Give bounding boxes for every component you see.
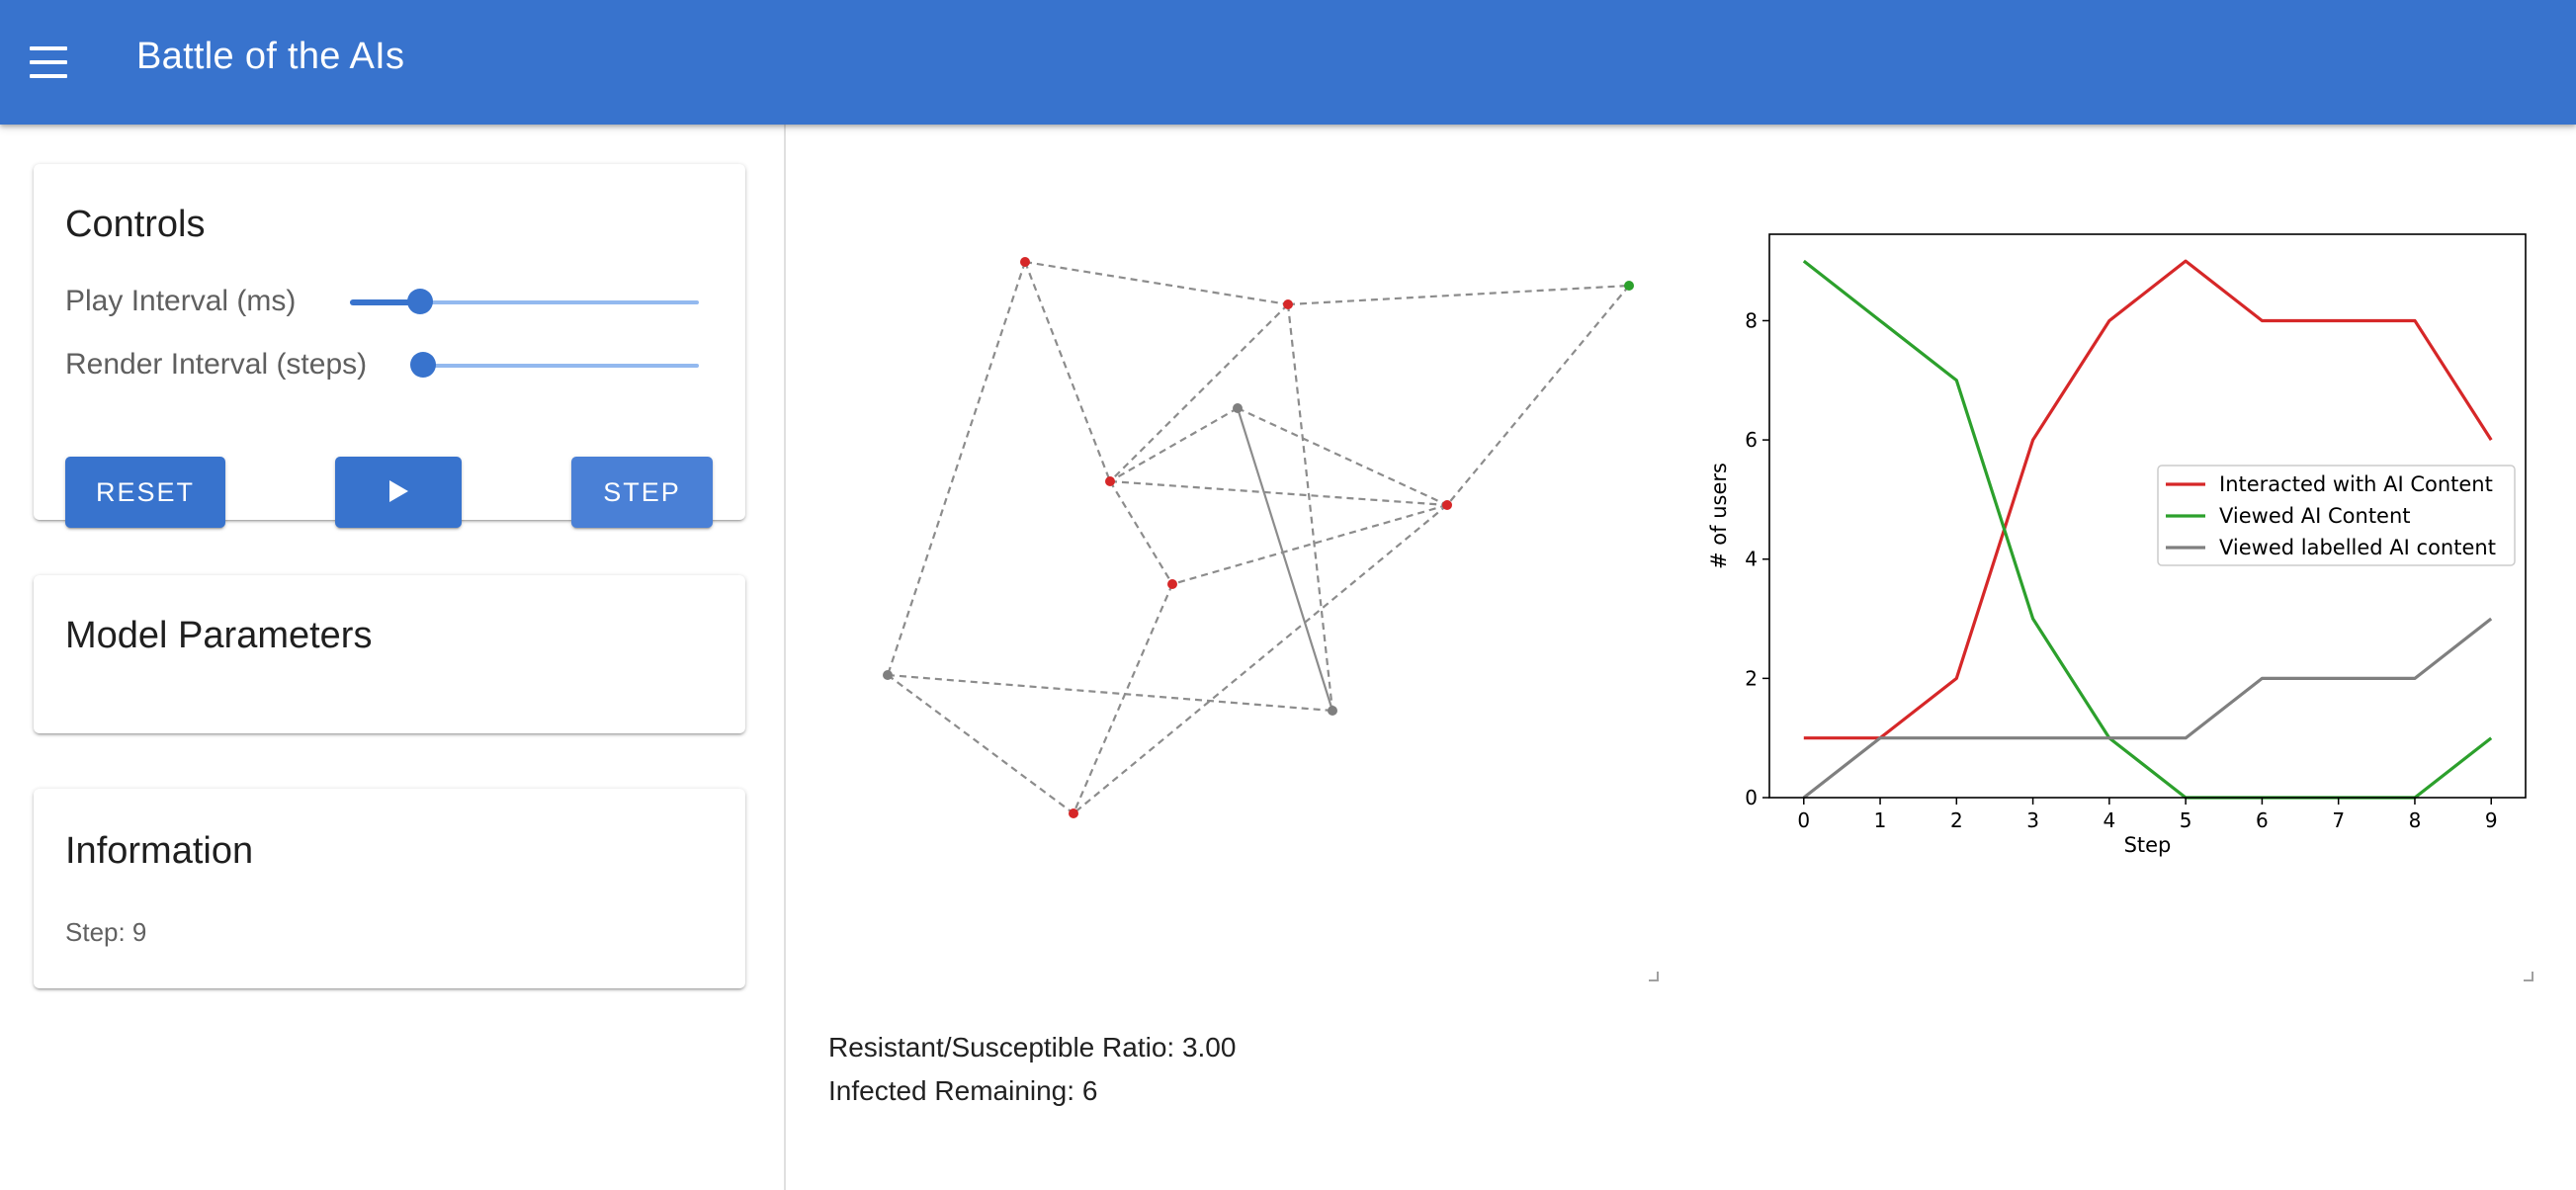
step-button[interactable]: STEP xyxy=(571,457,713,528)
x-tick-label: 8 xyxy=(2409,808,2422,832)
y-tick-label: 8 xyxy=(1745,308,1758,332)
play-interval-label: Play Interval (ms) xyxy=(65,285,297,317)
network-node[interactable] xyxy=(1283,299,1293,309)
y-tick-label: 2 xyxy=(1745,666,1758,690)
network-edge xyxy=(1286,303,1334,712)
app-bar: Battle of the AIs xyxy=(0,0,2576,125)
network-node[interactable] xyxy=(1105,476,1115,486)
resize-handle-icon[interactable] xyxy=(1649,972,1659,981)
y-tick-label: 0 xyxy=(1745,786,1758,809)
app-title: Battle of the AIs xyxy=(136,36,405,77)
network-edge xyxy=(1023,261,1112,482)
render-interval-label: Render Interval (steps) xyxy=(65,348,368,381)
controls-card: Controls Play Interval (ms) Render Inter… xyxy=(34,164,745,528)
network-node[interactable] xyxy=(883,670,893,680)
render-interval-slider-thumb[interactable] xyxy=(410,352,436,378)
network-node[interactable] xyxy=(1328,706,1337,716)
network-edge xyxy=(1109,407,1239,482)
y-tick-label: 6 xyxy=(1745,428,1758,452)
controls-title: Controls xyxy=(65,204,206,245)
play-button[interactable] xyxy=(335,457,462,528)
x-tick-label: 9 xyxy=(2485,808,2498,832)
network-edge xyxy=(1109,479,1448,507)
play-icon xyxy=(388,479,408,502)
series-line xyxy=(1803,259,2493,740)
network-edge xyxy=(1287,284,1630,306)
network-edge xyxy=(1109,480,1173,585)
network-edge xyxy=(1109,303,1289,482)
network-edge xyxy=(1171,503,1448,586)
y-tick-label: 4 xyxy=(1745,548,1758,571)
x-tick-label: 7 xyxy=(2332,808,2345,832)
series-line xyxy=(1802,259,2493,800)
legend-entry: Interacted with AI Content xyxy=(2219,472,2493,496)
x-tick-label: 1 xyxy=(1874,808,1887,832)
play-interval-slider[interactable] xyxy=(350,288,699,317)
step-text: Step: 9 xyxy=(65,917,147,947)
y-axis-label: # of users xyxy=(1707,463,1731,569)
menu-icon[interactable] xyxy=(30,46,67,78)
network-edge xyxy=(1236,407,1334,712)
x-tick-label: 0 xyxy=(1797,808,1810,832)
chart-resize-handle-icon[interactable] xyxy=(2524,972,2533,981)
network-node[interactable] xyxy=(1069,808,1078,818)
network-edge xyxy=(886,261,1027,676)
network-node[interactable] xyxy=(1442,500,1452,510)
network-graph xyxy=(883,257,1659,981)
x-tick-label: 2 xyxy=(1950,808,1963,832)
legend-entry: Viewed labelled AI content xyxy=(2219,536,2496,559)
play-interval-slider-thumb[interactable] xyxy=(406,289,433,314)
render-interval-slider[interactable] xyxy=(410,351,699,381)
legend-entry: Viewed AI Content xyxy=(2219,504,2411,528)
network-edge xyxy=(887,674,1074,814)
x-tick-label: 3 xyxy=(2026,808,2039,832)
model-parameters-title: Model Parameters xyxy=(65,615,373,656)
information-title: Information xyxy=(65,830,254,872)
network-node[interactable] xyxy=(1624,281,1634,291)
network-node[interactable] xyxy=(1233,403,1243,413)
main-panel: 0 1 2 3 4 5 6 7 8 9 0 2 4 6 8 Step # of users Interacted … xyxy=(786,125,2576,1190)
legend-box xyxy=(2157,465,2516,566)
reset-button[interactable]: RESET xyxy=(65,457,225,528)
x-tick-label: 6 xyxy=(2256,808,2269,832)
network-edge xyxy=(1237,407,1448,506)
sidebar: Controls Play Interval (ms) Render Inter… xyxy=(0,125,786,1190)
x-tick-label: 5 xyxy=(2180,808,2192,832)
network-edge xyxy=(887,673,1333,713)
network-node[interactable] xyxy=(1167,579,1177,589)
x-tick-label: 4 xyxy=(2103,808,2115,832)
network-edge xyxy=(1072,583,1174,814)
network-edge xyxy=(1073,504,1448,814)
plot-frame xyxy=(1768,233,2527,799)
x-axis-label: Step xyxy=(2124,833,2172,857)
infected-remaining: Infected Remaining: 6 xyxy=(828,1075,1098,1106)
network-edge xyxy=(1024,260,1289,306)
series-line xyxy=(1802,617,2493,800)
resistant-susceptible-ratio: Resistant/Susceptible Ratio: 3.00 xyxy=(828,1032,1237,1062)
network-node[interactable] xyxy=(1020,257,1030,267)
network-edge xyxy=(1446,285,1630,506)
model-parameters-card: Model Parameters xyxy=(34,575,745,733)
information-card: Information Step: 9 xyxy=(34,789,745,988)
